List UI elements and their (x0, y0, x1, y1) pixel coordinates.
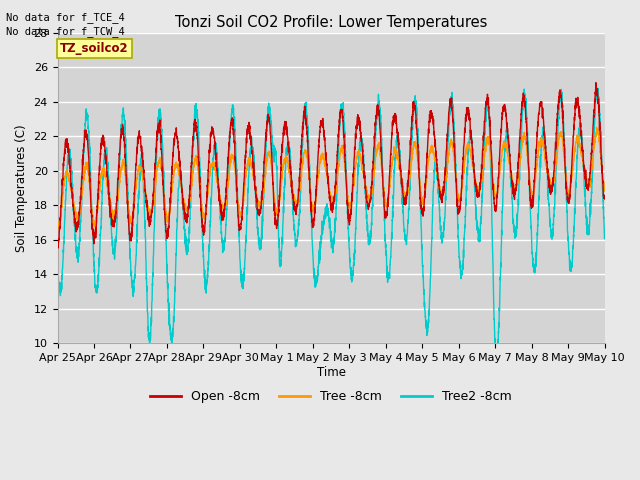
Text: No data for f_TCW_4: No data for f_TCW_4 (6, 26, 125, 37)
Text: TZ_soilco2: TZ_soilco2 (60, 42, 129, 55)
Text: No data for f_TCE_4: No data for f_TCE_4 (6, 12, 125, 23)
X-axis label: Time: Time (317, 366, 346, 379)
Y-axis label: Soil Temperatures (C): Soil Temperatures (C) (15, 124, 28, 252)
Legend: Open -8cm, Tree -8cm, Tree2 -8cm: Open -8cm, Tree -8cm, Tree2 -8cm (145, 385, 517, 408)
Title: Tonzi Soil CO2 Profile: Lower Temperatures: Tonzi Soil CO2 Profile: Lower Temperatur… (175, 15, 487, 30)
